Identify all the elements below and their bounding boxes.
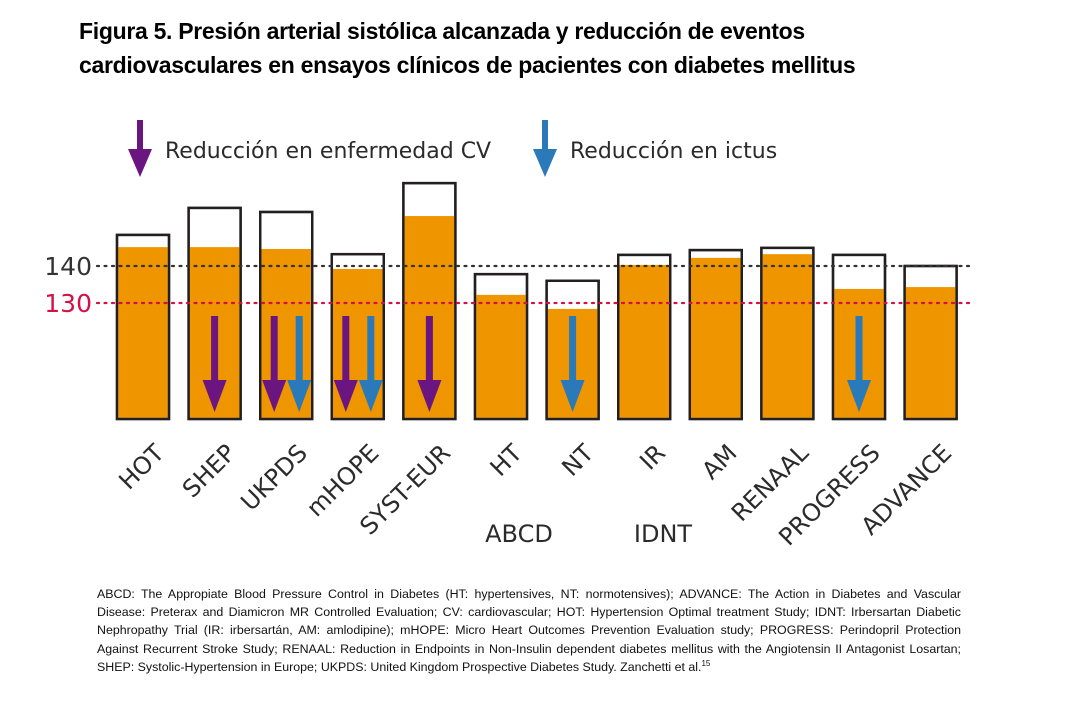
stroke-reduction-arrow-nt bbox=[560, 316, 585, 412]
legend-stroke-arrow-shape-head bbox=[533, 149, 557, 177]
cv-reduction-arrow-syst-eur bbox=[417, 316, 442, 412]
legend-cv-arrow-icon bbox=[128, 120, 152, 177]
bar-achieved-ht bbox=[476, 294, 526, 418]
x-tick-label-hot: HOT bbox=[113, 439, 170, 496]
bar-achieved-am bbox=[691, 257, 741, 418]
legend: Reducción en enfermedad CV Reducción en … bbox=[128, 120, 777, 177]
cv-reduction-arrow-syst-eur-head bbox=[417, 380, 442, 412]
cv-reduction-arrow-mhope bbox=[333, 316, 358, 412]
stroke-reduction-arrow-mhope bbox=[358, 316, 383, 412]
stroke-reduction-arrow-progress bbox=[847, 316, 871, 412]
bar-outline-ir bbox=[617, 253, 672, 421]
bar-achieved-advance bbox=[905, 287, 956, 418]
legend-stroke-arrow-icon bbox=[533, 120, 557, 177]
bar-achieved-ir bbox=[619, 264, 669, 418]
y-reference-labels: 140 130 bbox=[44, 252, 92, 318]
cv-reduction-arrow-ukpds bbox=[262, 316, 287, 412]
cv-reduction-arrow-ukpds-head bbox=[262, 380, 287, 412]
group-labels: ABCD IDNT bbox=[485, 520, 692, 548]
ref-label-130: 130 bbox=[44, 289, 92, 318]
stroke-reduction-arrow-ukpds-head bbox=[287, 380, 312, 412]
bar-chart: Reducción en enfermedad CV Reducción en … bbox=[44, 120, 974, 551]
stroke-reduction-arrow-progress-head bbox=[847, 380, 871, 412]
cv-reduction-arrow-mhope-shaft bbox=[342, 316, 350, 382]
figure-caption: ABCD: The Appropiate Blood Pressure Cont… bbox=[97, 585, 961, 676]
bar-outline-syst-eur bbox=[402, 181, 457, 421]
reduction-arrows bbox=[202, 316, 871, 412]
legend-cv-arrow-shape bbox=[128, 120, 152, 177]
cv-reduction-arrow-shep bbox=[202, 316, 227, 412]
cv-reduction-arrow-shep-shaft bbox=[211, 316, 219, 382]
group-label-abcd: ABCD bbox=[485, 520, 553, 548]
stroke-reduction-arrow-nt-shaft bbox=[569, 316, 577, 382]
bar-outline-shep bbox=[187, 206, 242, 421]
x-tick-label-am: AM bbox=[696, 439, 742, 485]
bar-outline-mhope bbox=[330, 252, 385, 421]
bar-outline-ht bbox=[473, 272, 529, 421]
stroke-reduction-arrow-mhope-shaft bbox=[367, 316, 375, 382]
caption-text: ABCD: The Appropiate Blood Pressure Cont… bbox=[97, 587, 961, 674]
group-label-idnt: IDNT bbox=[634, 520, 693, 548]
legend-stroke-arrow-shape bbox=[533, 120, 557, 177]
bars bbox=[115, 181, 958, 421]
cv-reduction-arrow-syst-eur-shaft bbox=[425, 316, 433, 382]
legend-cv-arrow-shape-head bbox=[128, 149, 152, 177]
bar-outline-renaal bbox=[760, 246, 815, 421]
stroke-reduction-arrow-progress-shaft bbox=[855, 316, 863, 382]
stroke-reduction-arrow-nt-head bbox=[560, 380, 585, 412]
ref-label-140: 140 bbox=[44, 252, 92, 281]
bar-outline-nt bbox=[545, 279, 600, 421]
bar-outline-hot bbox=[115, 233, 171, 421]
legend-stroke-arrow-shape-shaft bbox=[542, 120, 548, 151]
stroke-reduction-arrow-mhope-head bbox=[358, 380, 383, 412]
legend-cv-label: Reducción en enfermedad CV bbox=[165, 139, 491, 164]
bar-achieved-renaal bbox=[762, 254, 813, 418]
bar-outline-am bbox=[688, 248, 743, 421]
bar-outline-progress bbox=[831, 253, 887, 421]
x-tick-label-nt: NT bbox=[556, 439, 599, 482]
legend-stroke-label: Reducción en ictus bbox=[570, 139, 777, 164]
caption-reference: 15 bbox=[701, 658, 711, 668]
x-tick-label-ir: IR bbox=[634, 439, 671, 476]
stroke-reduction-arrow-ukpds bbox=[287, 316, 312, 412]
cv-reduction-arrow-mhope-head bbox=[333, 380, 358, 412]
stroke-reduction-arrow-ukpds-shaft bbox=[295, 316, 303, 382]
x-tick-label-ukpds: UKPDS bbox=[235, 439, 312, 516]
cv-reduction-arrow-shep-head bbox=[202, 380, 227, 412]
cv-reduction-arrow-ukpds-shaft bbox=[270, 316, 278, 382]
x-tick-label-ht: HT bbox=[485, 439, 528, 482]
bar-achieved-hot bbox=[118, 247, 168, 418]
figure-title-line-1: Figura 5. Presión arterial sistólica alc… bbox=[79, 18, 805, 44]
legend-cv-arrow-shape-shaft bbox=[137, 120, 143, 151]
bar-outline-ukpds bbox=[259, 210, 314, 421]
reference-lines bbox=[95, 264, 974, 305]
figure-title-line-2: cardiovasculares en ensayos clínicos de … bbox=[79, 52, 856, 78]
figure-title: Figura 5. Presión arterial sistólica alc… bbox=[79, 14, 1039, 82]
x-tick-label-shep: SHEP bbox=[177, 439, 241, 503]
